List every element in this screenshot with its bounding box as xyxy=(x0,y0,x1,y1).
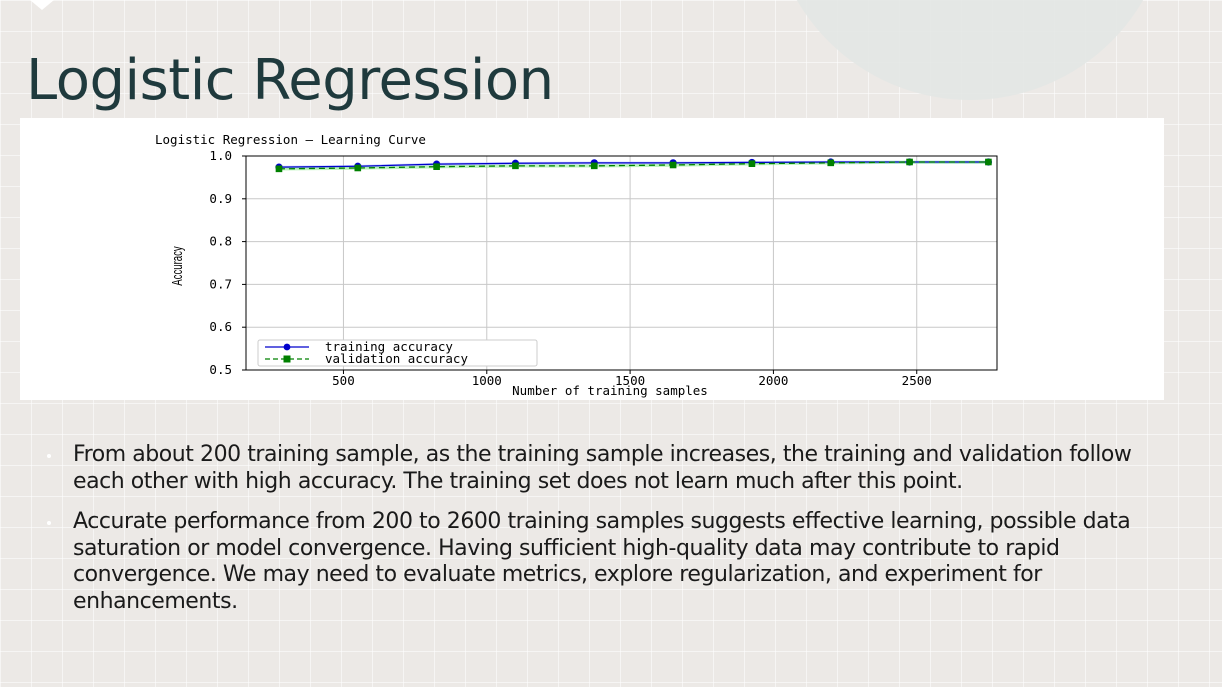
x-tick-label: 2000 xyxy=(758,373,788,388)
y-axis-label: Accuracy xyxy=(169,246,185,286)
validation-data-point xyxy=(906,158,913,166)
y-tick-label: 0.5 xyxy=(209,362,232,377)
bullet-marker xyxy=(47,454,51,458)
bullet-item: Accurate performance from 200 to 2600 tr… xyxy=(47,509,1157,615)
legend-swatch-training-marker xyxy=(283,343,291,351)
bullet-marker xyxy=(47,521,51,525)
validation-data-point xyxy=(590,162,598,170)
legend-swatch-validation-marker xyxy=(283,355,291,363)
bullet-text: Accurate performance from 200 to 2600 tr… xyxy=(73,509,1131,614)
plot-frame xyxy=(245,155,998,371)
background-decoration-corner xyxy=(30,0,54,10)
y-tick-label: 0.6 xyxy=(209,319,232,334)
x-tick-label: 1000 xyxy=(472,373,502,388)
validation-data-point xyxy=(748,160,756,168)
y-tick-label: 1.0 xyxy=(209,148,232,163)
legend-label-validation: validation accuracy xyxy=(325,351,468,366)
legend-label-training: training accuracy xyxy=(325,339,453,354)
axis-layer: 500 1000 1500 2000 2500 0.5 0.6 0.7 0.8 0.9 1.0 xyxy=(209,148,998,388)
validation-accuracy-line xyxy=(278,161,989,170)
validation-data-point xyxy=(433,163,440,170)
chart-title: Logistic Regression — Learning Curve xyxy=(155,132,426,147)
y-tick-label: 0.8 xyxy=(209,234,232,249)
series-layer xyxy=(275,158,993,173)
x-tick-label: 2500 xyxy=(902,373,932,388)
bullet-item: From about 200 training sample, as the t… xyxy=(47,442,1157,495)
slide-title: Logistic Regression xyxy=(26,48,554,113)
x-tick-label: 500 xyxy=(332,373,355,388)
background-decoration-circle xyxy=(770,0,1170,100)
chart-legend: training accuracy validation accuracy xyxy=(257,339,538,367)
bullet-text: From about 200 training sample, as the t… xyxy=(73,442,1132,494)
learning-curve-chart: Logistic Regression — Learning Curve 500… xyxy=(20,118,1164,400)
grid-layer xyxy=(246,155,997,371)
validation-data-point xyxy=(354,164,362,172)
validation-data-point xyxy=(985,158,992,166)
validation-data-point xyxy=(827,159,835,167)
validation-data-point xyxy=(669,161,677,169)
x-axis-label: Number of training samples xyxy=(512,383,708,398)
x-tick-label: 1500 xyxy=(615,373,645,388)
validation-data-point xyxy=(275,165,283,173)
validation-data-point xyxy=(512,162,519,170)
slide-bullet-list: From about 200 training sample, as the t… xyxy=(47,442,1157,629)
chart-canvas: Logistic Regression — Learning Curve 500… xyxy=(155,132,998,398)
legend-frame xyxy=(257,339,538,367)
y-tick-label: 0.7 xyxy=(209,276,232,291)
y-tick-label: 0.9 xyxy=(209,191,232,206)
